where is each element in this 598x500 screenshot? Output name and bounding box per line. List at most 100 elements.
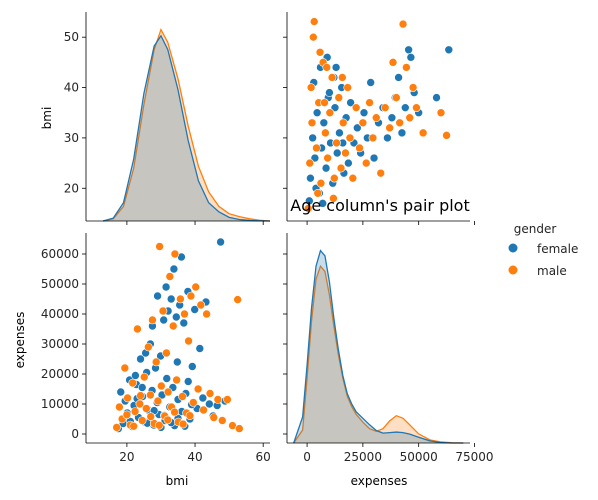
scatter-point-male [193,384,203,394]
scatter-point-male [316,178,326,188]
scatter-point-male [334,93,344,102]
scatter-point-male [309,32,318,42]
scatter-point-female [359,108,369,118]
scatter-point-male [217,416,227,425]
scatter-point-male [213,395,223,404]
scatter-point-male [115,402,124,412]
scatter-point-male [336,163,346,173]
x-axis-title-bmi: bmi [166,474,189,488]
scatter-point-female [190,305,199,314]
bmi-kde-male-fill [103,29,270,222]
scatter-point-male [388,58,398,67]
scatter-point-male [313,189,323,198]
scatter-point-male [338,73,347,82]
scatter-point-male [332,138,341,148]
scatter-point-female [387,113,397,123]
scatter-point-male [151,357,161,367]
scatter-point-male [146,412,156,421]
y-tick-label: 60000 [41,247,79,261]
scatter-point-male [338,118,348,128]
scatter-point-male [196,300,206,310]
expenses-kde-female-fill [293,250,464,443]
expenses-kde-male-fill [293,266,464,443]
scatter-point-female [383,133,392,143]
scatter-point-male [408,83,418,92]
chart-title: Age column's pair plot [290,196,469,215]
scatter-point-male [312,143,321,153]
scatter-point-male [128,378,137,388]
scatter-point-female [346,98,355,107]
scatter-point-male [303,204,313,213]
scatter-point-male [402,63,411,72]
scatter-point-male [189,398,198,407]
scatter-point-female [352,123,362,133]
scatter-point-male [137,416,147,425]
scatter-point-female [335,128,344,138]
scatter-point-male [442,131,451,140]
scatter-point-male [163,415,173,425]
scatter-point-male [418,128,428,138]
scatter-point-female [331,63,341,72]
scatter-point-male [172,375,181,385]
scatter-point-male [351,103,361,112]
scatter-point-male [371,113,381,123]
scatter-point-male [205,389,215,398]
scatter-point-male [233,295,242,304]
panel-bmi-vs-expenses [283,12,475,225]
scatter-point-male [155,242,164,251]
scatter-point-male [136,391,145,400]
scatter-point-female [397,128,407,138]
scatter-point-male [355,143,364,153]
y-tick-label: 40000 [41,307,79,321]
x-axis-title-expenses: expenses [351,474,408,488]
legend-marker-female [507,242,519,254]
scatter-point-male [163,387,173,397]
scatter-point-female [136,354,145,364]
scatter-point-male [123,393,132,403]
scatter-point-female [369,153,379,163]
scatter-point-male [235,424,244,433]
scatter-point-female [162,374,172,383]
scatter-point-male [170,249,180,259]
scatter-point-female [394,73,403,82]
scatter-point-male [395,118,405,128]
y-tick-label: 10000 [41,397,79,411]
scatter-point-male [168,321,178,331]
scatter-point-male [185,411,195,421]
scatter-point-male [322,63,332,72]
panel-expenses-vs-bmi: 0 10000 20000 30000 40000 50000 60000 20 40 60 [41,233,271,464]
expenses-kde-female-line [293,249,464,444]
scatter-point-male [157,381,166,391]
x-tick-label: 20 [119,450,134,464]
y-axis-title-bmi: bmi [40,107,54,130]
scatter-point-female [173,357,182,367]
y-axis-title-expenses: expenses [13,312,27,369]
scatter-point-male [122,410,132,420]
scatter-point-male [129,421,139,431]
scatter-point-male [178,392,187,401]
scatter-point-male [209,413,219,422]
scatter-point-male [323,153,332,163]
legend-label-female: female [537,242,578,256]
scatter-point-male [309,17,319,26]
legend-label-male: male [537,264,567,278]
scatter-point-male [120,363,130,373]
scatter-point-male [392,93,401,102]
scatter-point-female [205,399,214,409]
y-tick-label: 50 [64,30,79,44]
y-tick-label: 30000 [41,337,79,351]
scatter-point-male [315,47,325,57]
scatter-point-male [405,113,415,123]
y-tick-label: 40 [64,81,79,95]
scatter-point-male [223,395,232,404]
scatter-point-female [321,163,331,173]
scatter-point-male [153,396,163,406]
scatter-point-male [398,19,408,29]
scatter-point-male [307,118,317,128]
scatter-point-male [180,309,189,319]
scatter-point-female [312,108,322,118]
scatter-point-male [329,194,338,203]
scatter-point-male [158,306,168,316]
scatter-point-female [332,148,342,158]
scatter-point-male [146,390,155,400]
